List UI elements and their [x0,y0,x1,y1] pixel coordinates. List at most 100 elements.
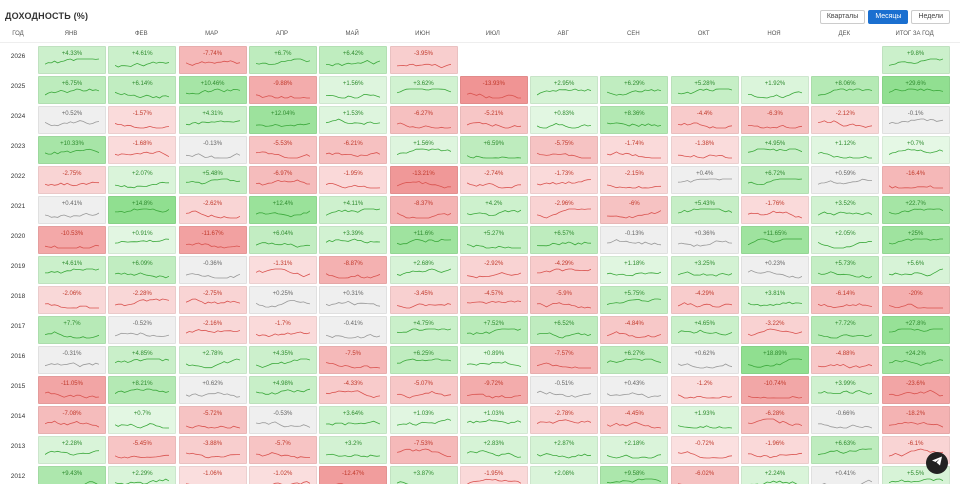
month-return-cell[interactable]: -7.57% [530,346,599,374]
month-return-cell[interactable]: +6.29% [600,76,669,104]
month-return-cell[interactable]: +7.72% [811,316,880,344]
month-return-cell[interactable]: -5.53% [248,136,317,164]
month-return-cell[interactable]: -2.15% [600,166,669,194]
month-return-cell[interactable]: +6.75% [38,76,106,104]
month-return-cell[interactable]: +4.11% [319,196,388,224]
month-return-cell[interactable]: +5.75% [600,286,669,314]
telegram-button[interactable] [926,452,948,474]
month-return-cell[interactable]: -0.66% [811,406,880,434]
month-return-cell[interactable]: +6.42% [319,46,388,74]
year-total-cell[interactable]: -16.4% [881,166,950,194]
month-return-cell[interactable]: +1.18% [600,256,669,284]
month-return-cell[interactable]: +3.81% [741,286,809,314]
year-total-cell[interactable]: +5.6% [881,256,950,284]
month-return-cell[interactable]: +7.7% [38,316,106,344]
month-return-cell[interactable]: +0.91% [108,226,177,254]
month-return-cell[interactable]: +1.12% [811,136,880,164]
month-return-cell[interactable]: +2.07% [108,166,177,194]
month-return-cell[interactable]: +2.18% [600,436,669,464]
month-return-cell[interactable]: +9.58% [600,466,669,484]
month-return-cell[interactable]: -1.02% [248,466,317,484]
month-return-cell[interactable]: -5.72% [178,406,247,434]
month-return-cell[interactable]: -1.95% [319,166,388,194]
month-return-cell[interactable]: -0.36% [178,256,247,284]
month-return-cell[interactable]: -1.38% [670,136,739,164]
month-return-cell[interactable]: +1.93% [670,406,739,434]
month-return-cell[interactable]: +5.28% [670,76,739,104]
month-return-cell[interactable]: +3.52% [811,196,880,224]
month-return-cell[interactable]: -0.13% [600,226,669,254]
month-return-cell[interactable]: +12.4% [248,196,317,224]
month-return-cell[interactable]: +0.36% [670,226,739,254]
month-return-cell[interactable]: +11.65% [741,226,809,254]
month-return-cell[interactable]: +4.61% [108,46,177,74]
month-return-cell[interactable]: -2.12% [811,106,880,134]
month-return-cell[interactable]: -0.52% [108,316,177,344]
month-return-cell[interactable]: -1.2% [670,376,739,404]
month-return-cell[interactable]: +2.08% [530,466,599,484]
month-return-cell[interactable]: -7.5% [319,346,388,374]
month-return-cell[interactable]: +1.03% [459,406,528,434]
year-total-cell[interactable]: -20% [881,286,950,314]
month-return-cell[interactable]: -5.45% [108,436,177,464]
month-return-cell[interactable]: +4.65% [670,316,739,344]
month-return-cell[interactable]: +3.62% [389,76,458,104]
month-return-cell[interactable]: -2.62% [178,196,247,224]
month-return-cell[interactable]: +2.29% [108,466,177,484]
month-return-cell[interactable]: +0.7% [108,406,177,434]
month-return-cell[interactable]: -0.41% [319,316,388,344]
month-return-cell[interactable]: -3.22% [741,316,809,344]
month-return-cell[interactable]: +1.53% [319,106,388,134]
year-total-cell[interactable]: +29.6% [881,76,950,104]
tab-months[interactable]: Месяцы [868,10,909,24]
month-return-cell[interactable]: +3.99% [811,376,880,404]
month-return-cell[interactable]: -1.31% [248,256,317,284]
month-return-cell[interactable]: -1.76% [741,196,809,224]
month-return-cell[interactable]: +0.83% [530,106,599,134]
month-return-cell[interactable]: +6.14% [108,76,177,104]
year-total-cell[interactable]: -23.6% [881,376,950,404]
month-return-cell[interactable]: -9.72% [459,376,528,404]
year-total-cell[interactable]: +27.8% [881,316,950,344]
month-return-cell[interactable]: +6.7% [248,46,317,74]
month-return-cell[interactable]: -10.53% [38,226,106,254]
month-return-cell[interactable]: -7.08% [38,406,106,434]
month-return-cell[interactable]: -10.74% [741,376,809,404]
month-return-cell[interactable]: +1.03% [389,406,458,434]
month-return-cell[interactable]: +0.62% [670,346,739,374]
month-return-cell[interactable]: +1.92% [741,76,809,104]
month-return-cell[interactable]: +18.89% [741,346,809,374]
month-return-cell[interactable]: -7.53% [389,436,458,464]
month-return-cell[interactable]: +2.28% [38,436,106,464]
month-return-cell[interactable]: +0.23% [741,256,809,284]
month-return-cell[interactable]: -1.68% [108,136,177,164]
month-return-cell[interactable]: +6.57% [530,226,599,254]
month-return-cell[interactable]: +3.39% [319,226,388,254]
year-total-cell[interactable]: +0.7% [881,136,950,164]
month-return-cell[interactable]: -4.84% [600,316,669,344]
month-return-cell[interactable]: +5.48% [178,166,247,194]
month-return-cell[interactable]: +2.95% [530,76,599,104]
month-return-cell[interactable]: -2.06% [38,286,106,314]
month-return-cell[interactable]: +10.33% [38,136,106,164]
month-return-cell[interactable]: +6.72% [741,166,809,194]
month-return-cell[interactable]: +3.87% [389,466,458,484]
month-return-cell[interactable]: -0.51% [530,376,599,404]
month-return-cell[interactable]: -4.33% [319,376,388,404]
month-return-cell[interactable]: +3.2% [319,436,388,464]
month-return-cell[interactable]: -4.29% [670,286,739,314]
month-return-cell[interactable]: -6.02% [670,466,739,484]
month-return-cell[interactable]: +4.98% [248,376,317,404]
month-return-cell[interactable]: -2.74% [459,166,528,194]
month-return-cell[interactable]: +6.04% [248,226,317,254]
month-return-cell[interactable]: +4.33% [38,46,106,74]
year-total-cell[interactable]: +25% [881,226,950,254]
month-return-cell[interactable]: -3.95% [389,46,458,74]
month-return-cell[interactable]: -2.28% [108,286,177,314]
month-return-cell[interactable]: -4.29% [530,256,599,284]
month-return-cell[interactable]: -8.37% [389,196,458,224]
tab-quarters[interactable]: Кварталы [819,10,866,24]
month-return-cell[interactable]: -5.21% [459,106,528,134]
month-return-cell[interactable]: +8.21% [108,376,177,404]
month-return-cell[interactable]: +4.75% [389,316,458,344]
